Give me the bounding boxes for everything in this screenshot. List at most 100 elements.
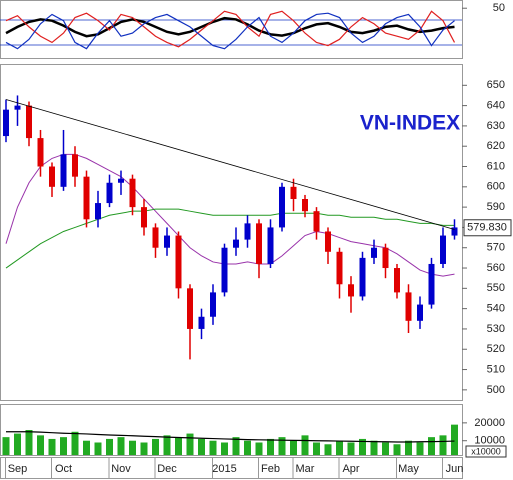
y-tick-label: 650: [487, 79, 505, 91]
unit-label: x10000: [471, 446, 501, 456]
volume-bar: [140, 442, 148, 455]
candle-body: [129, 178, 136, 208]
candle-body: [152, 227, 159, 248]
candle-body: [72, 154, 78, 177]
candle-body: [313, 211, 320, 232]
volume-bar: [83, 440, 90, 455]
candle-body: [348, 284, 354, 297]
y-tick-label: 620: [487, 140, 505, 152]
y-tick-label: 520: [487, 343, 505, 355]
candle-body: [210, 292, 216, 317]
volume-bar: [313, 442, 320, 455]
candle-body: [417, 304, 423, 321]
volume-bar: [198, 438, 205, 455]
candle-body: [371, 247, 377, 258]
candle-body: [244, 223, 251, 240]
y-tick-label: 600: [487, 181, 505, 193]
y-tick-label: 540: [487, 303, 505, 315]
candle-body: [141, 207, 147, 228]
candle-body: [175, 235, 182, 289]
moving-average: [5, 208, 455, 269]
indicator-line: [5, 12, 455, 50]
volume-bar: [451, 424, 458, 455]
candle-body: [198, 316, 205, 329]
candle-body: [221, 247, 228, 293]
y-tick-label: 10000: [474, 435, 505, 447]
candle-body: [451, 227, 458, 236]
indicator-line: [5, 10, 456, 48]
volume-bar: [439, 435, 447, 455]
volume-bar: [37, 435, 44, 455]
volume-bar: [428, 437, 435, 455]
candle-body: [279, 186, 285, 228]
volume-bar: [393, 444, 401, 455]
volume-bar: [71, 431, 79, 455]
x-tick-label: Jun: [446, 463, 464, 475]
candle-body: [290, 186, 297, 199]
x-tick-label: Mar: [296, 463, 315, 475]
volume-bar: [117, 437, 125, 455]
indicator-panel: [0, 0, 463, 59]
candle-body: [3, 109, 9, 137]
volume-bar: [359, 438, 366, 455]
candle-body: [336, 251, 343, 285]
volume-bar: [382, 442, 389, 455]
x-tick-label: Oct: [55, 463, 72, 475]
x-tick-label: Nov: [111, 463, 131, 475]
volume-panel: [0, 404, 463, 456]
volume-bar: [244, 440, 251, 455]
y-tick-label: 530: [487, 323, 505, 335]
y-tick-label: 640: [487, 100, 505, 112]
volume-bar: [163, 435, 171, 455]
chart-title: VN-INDEX: [360, 112, 460, 135]
candle-body: [60, 154, 67, 187]
candle-body: [359, 257, 366, 297]
trendline: [5, 99, 455, 230]
volume-bar: [94, 442, 102, 455]
volume-bar: [267, 438, 274, 455]
volume-bar: [209, 440, 217, 455]
volume-bar: [106, 438, 113, 455]
y-tick-label: 510: [487, 363, 505, 375]
candle-body: [118, 178, 124, 183]
y-tick-label: 610: [487, 160, 505, 172]
volume-bar: [278, 437, 286, 455]
volume-bar: [301, 435, 309, 455]
volume-bar: [290, 440, 297, 455]
y-tick-label: 560: [487, 262, 505, 274]
candle-body: [106, 182, 113, 204]
volume-bar: [221, 442, 228, 455]
candle-body: [302, 199, 308, 212]
volume-bar: [186, 433, 194, 455]
y-tick-label: 20000: [474, 417, 505, 429]
candle-body: [95, 203, 101, 220]
last-price-label: 579.830: [467, 222, 507, 234]
volume-bar: [255, 442, 263, 455]
volume-bar: [416, 442, 424, 455]
x-tick-label: Sep: [8, 463, 28, 475]
y-tick-label: 570: [487, 242, 505, 254]
unit-box: [465, 445, 507, 458]
candle-body: [394, 268, 400, 293]
x-tick-label: 2015: [212, 463, 236, 475]
moving-average: [5, 153, 455, 277]
volume-bar: [152, 438, 159, 455]
volume-bar: [25, 430, 33, 455]
volume-average: [6, 431, 455, 443]
candle-body: [233, 239, 239, 248]
y-tick-label: 550: [487, 282, 505, 294]
volume-bar: [14, 433, 21, 455]
candle-body: [428, 263, 435, 305]
candle-body: [83, 176, 90, 220]
candle-body: [267, 227, 274, 264]
candle-body: [187, 288, 193, 329]
volume-bar: [324, 444, 332, 455]
candle-body: [14, 105, 21, 110]
x-tick-label: Dec: [157, 463, 177, 475]
candle-body: [37, 138, 44, 167]
candle-body: [325, 231, 331, 252]
date-axis: [0, 457, 463, 479]
candle-body: [164, 235, 170, 248]
candle-body: [382, 247, 389, 269]
volume-bar: [2, 437, 10, 455]
